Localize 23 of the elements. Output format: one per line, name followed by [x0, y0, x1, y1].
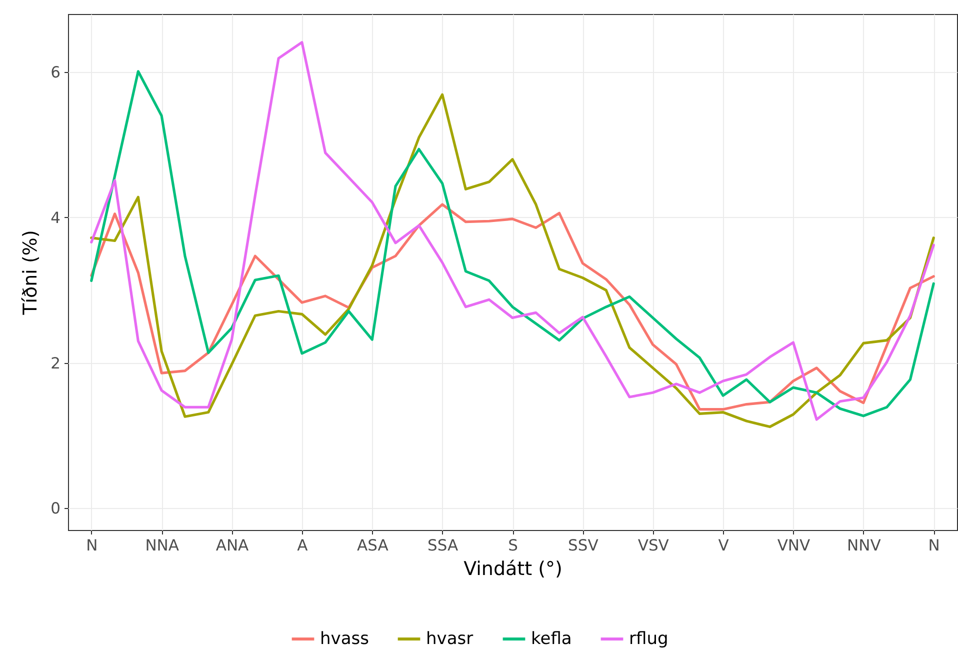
x-tick-label: N [86, 536, 98, 554]
x-tick-label: S [508, 536, 518, 554]
x-tick-label: NNV [847, 536, 882, 554]
x-tick-label: ANA [216, 536, 250, 554]
y-axis-title: Tíðni (%) [20, 230, 42, 316]
x-tick-label: N [928, 536, 940, 554]
x-tick-label: ASA [356, 536, 389, 554]
x-tick-label: SSA [428, 536, 458, 554]
y-tick-label: 0 [50, 500, 60, 518]
x-axis-title: Vindátt (°) [464, 558, 562, 580]
legend-label: kefla [531, 629, 572, 648]
legend-label: rflug [629, 629, 668, 648]
legend-label: hvasr [426, 629, 474, 648]
y-tick-label: 4 [50, 208, 60, 227]
legend-label: hvass [320, 629, 370, 648]
x-tick-label: V [718, 536, 730, 554]
x-tick-label: SSV [568, 536, 599, 554]
y-tick-label: 6 [50, 64, 60, 82]
x-tick-label: VNV [777, 536, 811, 554]
x-tick-label: VSV [638, 536, 670, 554]
x-tick-label: A [297, 536, 308, 554]
x-tick-label: NNA [145, 536, 180, 554]
y-tick-label: 2 [50, 354, 60, 372]
